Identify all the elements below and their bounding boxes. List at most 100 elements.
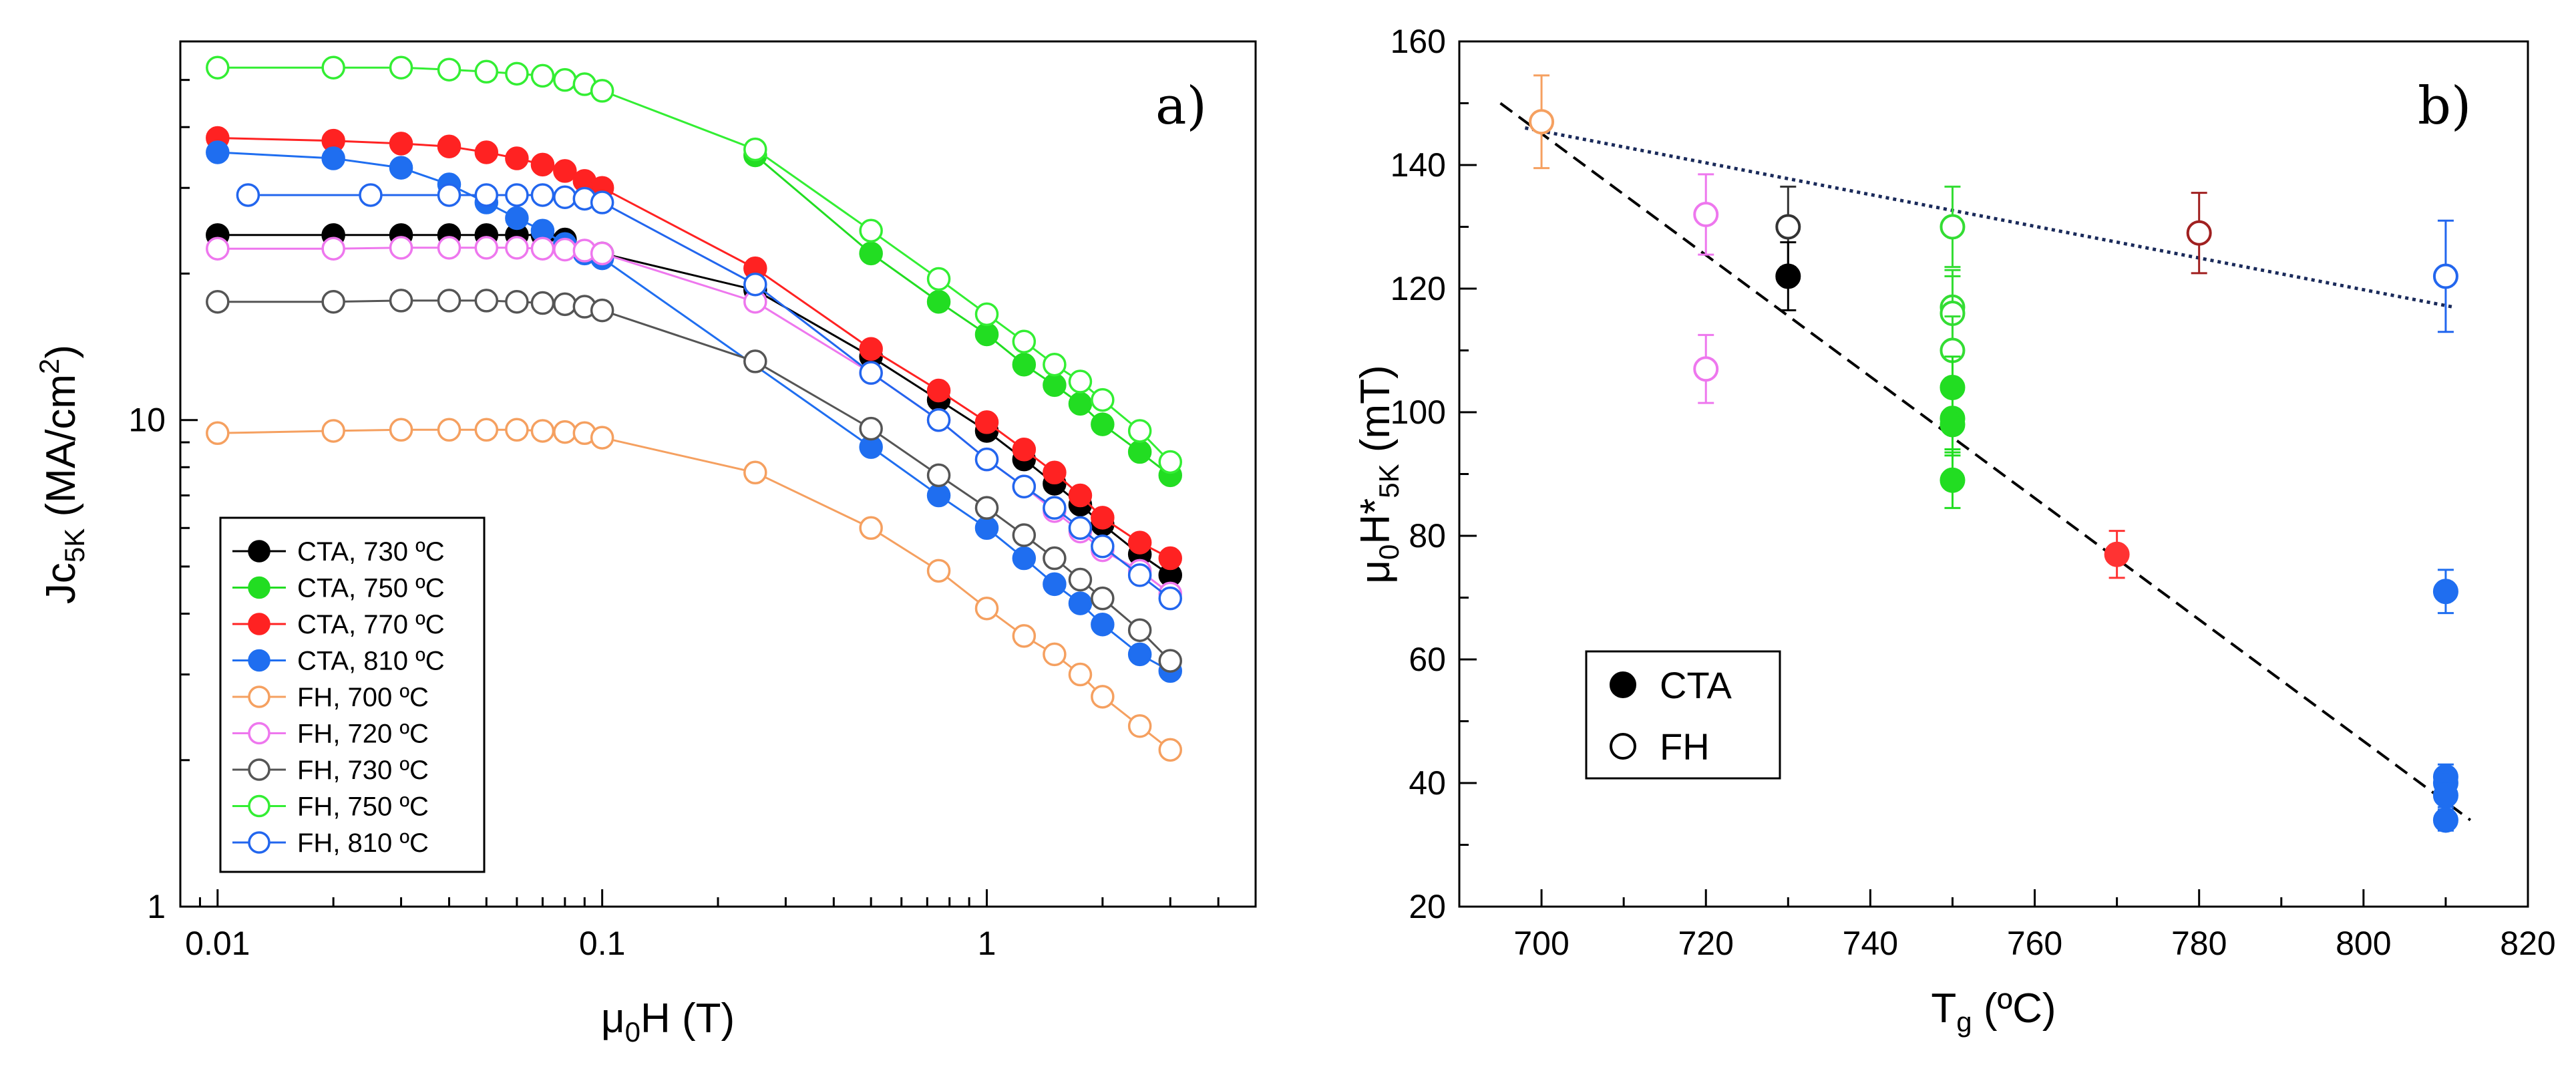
legend-entry: CTA, 810 ºC [232, 647, 445, 676]
data-point [1068, 591, 1093, 615]
x-tick-label: 820 [2500, 925, 2555, 962]
point-marker [2432, 263, 2458, 289]
x-tick-label: 720 [1678, 925, 1734, 962]
legend-marker [248, 540, 270, 563]
data-point [321, 419, 345, 443]
data-point [553, 185, 577, 209]
legend-label: FH [1660, 726, 1710, 768]
legend-label: CTA [1660, 664, 1732, 706]
data-point [590, 426, 614, 450]
data-point [1127, 642, 1152, 667]
data-point [974, 410, 999, 434]
data-point [926, 559, 951, 583]
data-point [1043, 642, 1067, 667]
data-point [1091, 388, 1115, 412]
data-point [206, 237, 230, 261]
data-point [1127, 714, 1152, 738]
data-point [206, 140, 230, 164]
data-point [859, 218, 883, 243]
data-point [553, 420, 577, 444]
panel-b-legend: CTA FH [1585, 650, 1781, 780]
series-cta-750-c [743, 143, 1182, 488]
legend-label: FH, 700 ºC [297, 683, 429, 712]
legend-label: CTA, 750 ºC [297, 574, 445, 603]
data-point [437, 289, 462, 313]
data-point [743, 460, 767, 485]
data-point [505, 236, 529, 260]
data-point [743, 272, 767, 297]
data-point [1068, 567, 1093, 592]
data-point [474, 140, 499, 164]
legend-entry: FH [1610, 726, 1710, 768]
data-point [1091, 506, 1115, 530]
data-point [553, 237, 577, 262]
data-point [1529, 74, 1555, 170]
data-point [859, 241, 883, 266]
data-point [2432, 219, 2458, 333]
data-point [590, 298, 614, 323]
data-point [926, 267, 951, 291]
data-point [505, 61, 529, 86]
legend-label: CTA, 810 ºC [297, 647, 445, 676]
data-point [1091, 412, 1115, 436]
data-point [1127, 618, 1152, 642]
data-point [1127, 419, 1152, 443]
legend-entry: FH, 730 ºC [232, 756, 429, 785]
data-point [1127, 530, 1152, 555]
data-point [389, 418, 413, 442]
data-point [206, 421, 230, 446]
data-point [1158, 546, 1182, 571]
y-tick-label: 40 [1409, 764, 1446, 802]
legend-entry: CTA [1610, 664, 1732, 706]
data-point [1012, 546, 1037, 571]
point-marker [2186, 220, 2212, 246]
legend-entry: FH, 720 ºC [232, 720, 429, 749]
data-point [553, 292, 577, 317]
data-point [859, 416, 883, 441]
data-point [474, 183, 499, 207]
data-point [1012, 438, 1037, 462]
data-point [1012, 329, 1037, 353]
data-point [1012, 523, 1037, 547]
data-point [2432, 569, 2458, 615]
legend-label: CTA, 730 ºC [297, 537, 445, 567]
legend-marker [248, 613, 270, 635]
series-fh-730-c [206, 289, 1182, 673]
data-point [1068, 662, 1093, 687]
data-point [1043, 572, 1067, 597]
legend-marker [1610, 671, 1636, 698]
data-point [974, 302, 999, 327]
data-point [1158, 649, 1182, 673]
legend-entry: FH, 700 ºC [232, 683, 429, 712]
data-point [553, 159, 577, 183]
data-point [505, 183, 529, 207]
data-point [321, 289, 345, 314]
data-point [505, 146, 529, 170]
data-point [321, 146, 345, 170]
data-point [974, 596, 999, 621]
data-point [389, 55, 413, 80]
series-cta-770-c [206, 126, 1182, 571]
series-line [217, 66, 1171, 463]
y-tick-label: 160 [1391, 23, 1446, 60]
legend-entry: FH, 810 ºC [232, 828, 429, 858]
data-point [321, 55, 345, 80]
x-tick-label: 760 [2007, 925, 2062, 962]
point-marker [1940, 467, 1966, 493]
data-point [859, 361, 883, 385]
data-point [474, 418, 499, 442]
legend-label: FH, 730 ºC [297, 756, 429, 785]
data-point [859, 516, 883, 540]
data-point [530, 183, 555, 207]
data-point [974, 516, 999, 540]
data-point [1043, 460, 1067, 485]
legend-marker [248, 758, 270, 781]
data-point [359, 183, 383, 207]
data-point [530, 291, 555, 315]
point-marker [1693, 356, 1719, 382]
legend-marker [248, 685, 270, 708]
point-marker [1775, 263, 1801, 289]
legend-marker [248, 576, 270, 599]
data-point [389, 156, 413, 180]
